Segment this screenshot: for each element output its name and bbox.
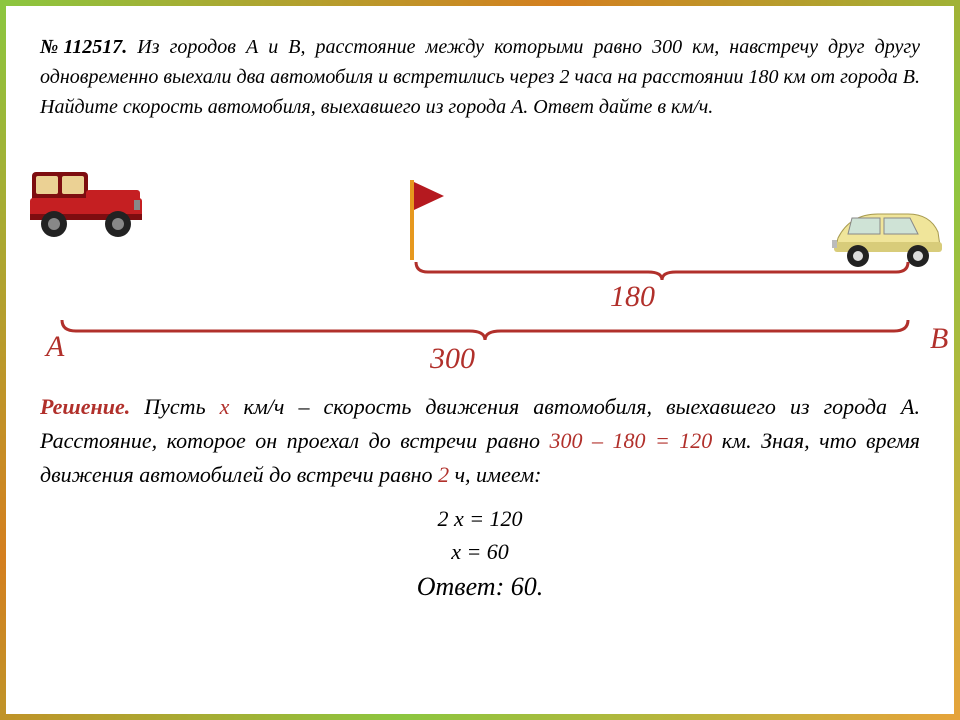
equations: 2 х = 120 х = 60: [40, 502, 920, 568]
city-a-label: A: [46, 330, 64, 364]
brace-180: [414, 260, 910, 282]
brace-300: [60, 318, 910, 342]
motion-diagram: 180 300 A B: [30, 140, 930, 380]
sol-calc: 300 – 180 = 120: [550, 428, 713, 453]
problem-number: №112517.: [40, 36, 127, 58]
sol-p4: ч, имеем:: [449, 462, 541, 487]
solution-text: Решение. Пусть х км/ч – скорость движени…: [40, 390, 920, 492]
problem-statement: №112517. Из городов А и В, расстояние ме…: [40, 32, 920, 122]
answer: Ответ: 60.: [40, 572, 920, 602]
problem-text: Из городов А и В, расстояние между котор…: [40, 36, 920, 118]
sol-two: 2: [438, 462, 449, 487]
page-content: №112517. Из городов А и В, расстояние ме…: [0, 0, 960, 622]
eq2: х = 60: [40, 535, 920, 568]
flag-cloth: [414, 182, 444, 210]
sol-x: х: [220, 394, 230, 419]
distance-300-label: 300: [430, 342, 475, 376]
car-a-icon: [26, 150, 146, 240]
eq1: 2 х = 120: [40, 502, 920, 535]
city-b-label: B: [930, 322, 948, 356]
distance-180-label: 180: [610, 280, 655, 314]
solution-head: Решение.: [40, 394, 130, 419]
sol-p1: Пусть: [130, 394, 219, 419]
